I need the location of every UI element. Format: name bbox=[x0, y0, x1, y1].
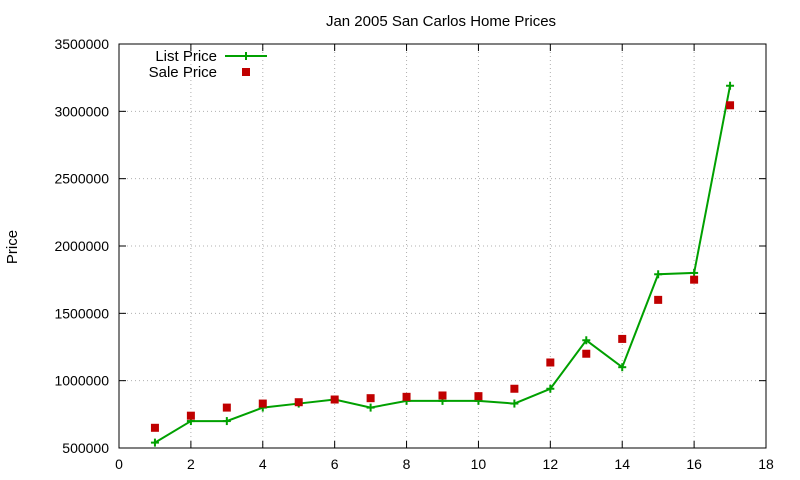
y-tick-label: 1000000 bbox=[54, 373, 109, 389]
data-point bbox=[366, 403, 375, 412]
data-point bbox=[330, 395, 339, 404]
axis-ticks bbox=[118, 43, 767, 449]
data-point bbox=[582, 349, 591, 358]
data-point bbox=[150, 438, 159, 447]
data-point bbox=[402, 392, 411, 401]
chart-title: Jan 2005 San Carlos Home Prices bbox=[326, 13, 556, 30]
x-tick-label: 12 bbox=[543, 456, 559, 472]
data-point bbox=[546, 358, 555, 367]
data-point bbox=[438, 391, 447, 400]
legend-marker bbox=[242, 52, 250, 60]
data-point bbox=[690, 268, 699, 277]
data-point bbox=[294, 398, 303, 407]
data-point bbox=[618, 363, 627, 372]
x-tick-label: 8 bbox=[403, 456, 411, 472]
y-tick-label: 500000 bbox=[62, 440, 109, 456]
data-point bbox=[690, 275, 699, 284]
y-tick-label: 3500000 bbox=[54, 36, 109, 52]
data-point bbox=[618, 334, 627, 343]
x-tick-label: 4 bbox=[259, 456, 267, 472]
data-point bbox=[654, 295, 663, 304]
y-tick-label: 2500000 bbox=[54, 171, 109, 187]
data-point bbox=[510, 384, 519, 393]
y-tick-label: 2000000 bbox=[54, 238, 109, 254]
data-point bbox=[186, 411, 195, 420]
x-tick-label: 14 bbox=[614, 456, 630, 472]
data-point bbox=[726, 101, 735, 110]
x-tick-label: 18 bbox=[758, 456, 774, 472]
y-axis-label: Price bbox=[4, 230, 21, 264]
data-point bbox=[654, 270, 663, 279]
data-point bbox=[582, 336, 591, 345]
data-point bbox=[366, 394, 375, 403]
data-point bbox=[726, 81, 735, 90]
x-tick-label: 10 bbox=[471, 456, 487, 472]
x-tick-label: 0 bbox=[115, 456, 123, 472]
series-line bbox=[154, 85, 732, 444]
legend-item: Sale Price bbox=[149, 64, 250, 81]
series-sale-price bbox=[150, 101, 735, 432]
data-point bbox=[222, 417, 231, 426]
data-point bbox=[474, 392, 483, 401]
legend-item: List Price bbox=[155, 48, 267, 65]
series-layer bbox=[150, 81, 735, 447]
y-tick-label: 1500000 bbox=[54, 305, 109, 321]
legend-label: List Price bbox=[155, 48, 217, 65]
x-tick-label: 16 bbox=[686, 456, 702, 472]
x-tick-label: 6 bbox=[331, 456, 339, 472]
grid-lines bbox=[119, 44, 766, 448]
legend-marker bbox=[242, 68, 250, 76]
legend-label: Sale Price bbox=[149, 64, 217, 81]
plot-frame bbox=[118, 43, 767, 449]
data-point bbox=[150, 423, 159, 432]
data-point bbox=[546, 384, 555, 393]
data-point bbox=[222, 403, 231, 412]
y-tick-label: 3000000 bbox=[54, 103, 109, 119]
data-point bbox=[258, 399, 267, 408]
x-tick-label: 2 bbox=[187, 456, 195, 472]
data-point bbox=[510, 399, 519, 408]
axis-tick-labels: 0 2 4 6 8 10 12 14 16 18 500000 1000000 1500000 20000… bbox=[54, 36, 774, 472]
